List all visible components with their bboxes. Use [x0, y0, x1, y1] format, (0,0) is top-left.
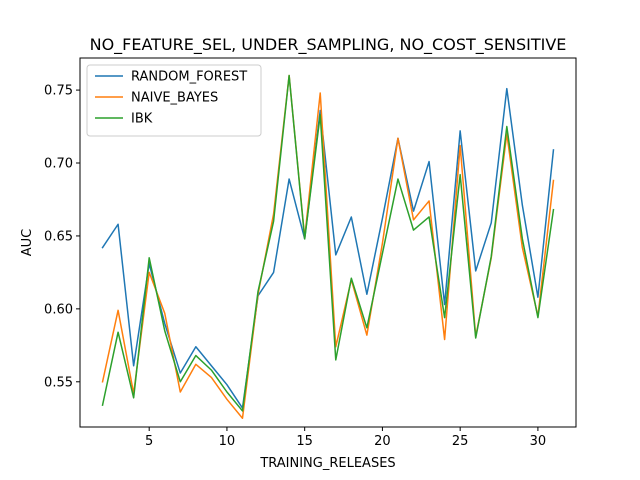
x-axis: 5 10 15 20 25 30	[145, 427, 546, 449]
y-tick-label: 0.70	[44, 157, 73, 172]
y-tick-label: 0.60	[44, 302, 73, 317]
chart-title: NO_FEATURE_SEL, UNDER_SAMPLING, NO_COST_…	[90, 35, 567, 55]
x-tick-label: 5	[145, 434, 153, 449]
x-axis-title: TRAINING_RELEASES	[259, 456, 395, 471]
legend-label: NAIVE_BAYES	[131, 91, 218, 106]
series-line-ibk	[101, 74, 555, 412]
plot-area	[101, 74, 555, 419]
y-tick-label: 0.75	[44, 84, 73, 99]
legend-label: IBK	[131, 112, 153, 127]
x-tick-label: 25	[452, 434, 469, 449]
y-tick-label: 0.55	[44, 375, 73, 390]
plot-frame	[79, 57, 577, 428]
y-axis-title: AUC	[20, 229, 35, 257]
series-line-random-forest	[101, 87, 555, 409]
legend-label: RANDOM_FOREST	[131, 70, 247, 85]
x-tick-label: 15	[296, 434, 313, 449]
legend-box	[86, 64, 262, 137]
y-tick-label: 0.65	[44, 229, 73, 244]
x-tick-label: 10	[219, 434, 236, 449]
x-tick-label: 20	[374, 434, 391, 449]
x-tick-label: 30	[530, 434, 547, 449]
legend: RANDOM_FOREST NAIVE_BAYES IBK	[86, 64, 262, 137]
y-axis: 0.55 0.60 0.65 0.70 0.75	[44, 84, 80, 390]
